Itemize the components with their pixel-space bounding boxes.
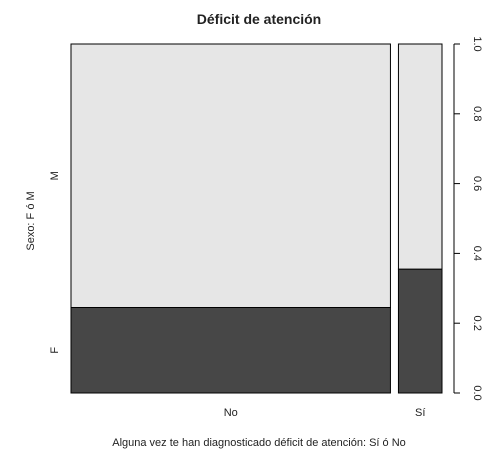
y-axis-label: Sexo: F ó M	[25, 191, 37, 250]
mosaic-tile-s-m	[397, 43, 443, 270]
y-level-label-f: F	[49, 347, 61, 354]
x-category-label: No	[224, 407, 238, 419]
x-category-label: Sí	[415, 407, 425, 419]
mosaic-tile-no-f	[70, 306, 391, 394]
y-tick-label: 0.4	[471, 246, 483, 261]
plot-area	[70, 43, 443, 394]
y-tick-label: 0.8	[471, 106, 483, 121]
mosaic-tile-s-f	[397, 268, 443, 394]
chart-title: Déficit de atención	[197, 11, 321, 27]
x-category-labels: No Sí	[224, 407, 426, 419]
mosaic-tile-no-m	[70, 43, 391, 308]
y-tick-label: 1.0	[471, 36, 483, 51]
x-axis-label: Alguna vez te han diagnosticado déficit …	[112, 437, 406, 449]
y-tick-label: 0.6	[471, 176, 483, 191]
y-tick-label: 0.0	[471, 385, 483, 400]
y-tick-label: 0.2	[471, 316, 483, 331]
y-level-labels: FM	[49, 171, 61, 353]
y-level-label-m: M	[49, 171, 61, 180]
y-axis-right: 0.0 0.2 0.4 0.6 0.8 1.0	[453, 36, 483, 401]
